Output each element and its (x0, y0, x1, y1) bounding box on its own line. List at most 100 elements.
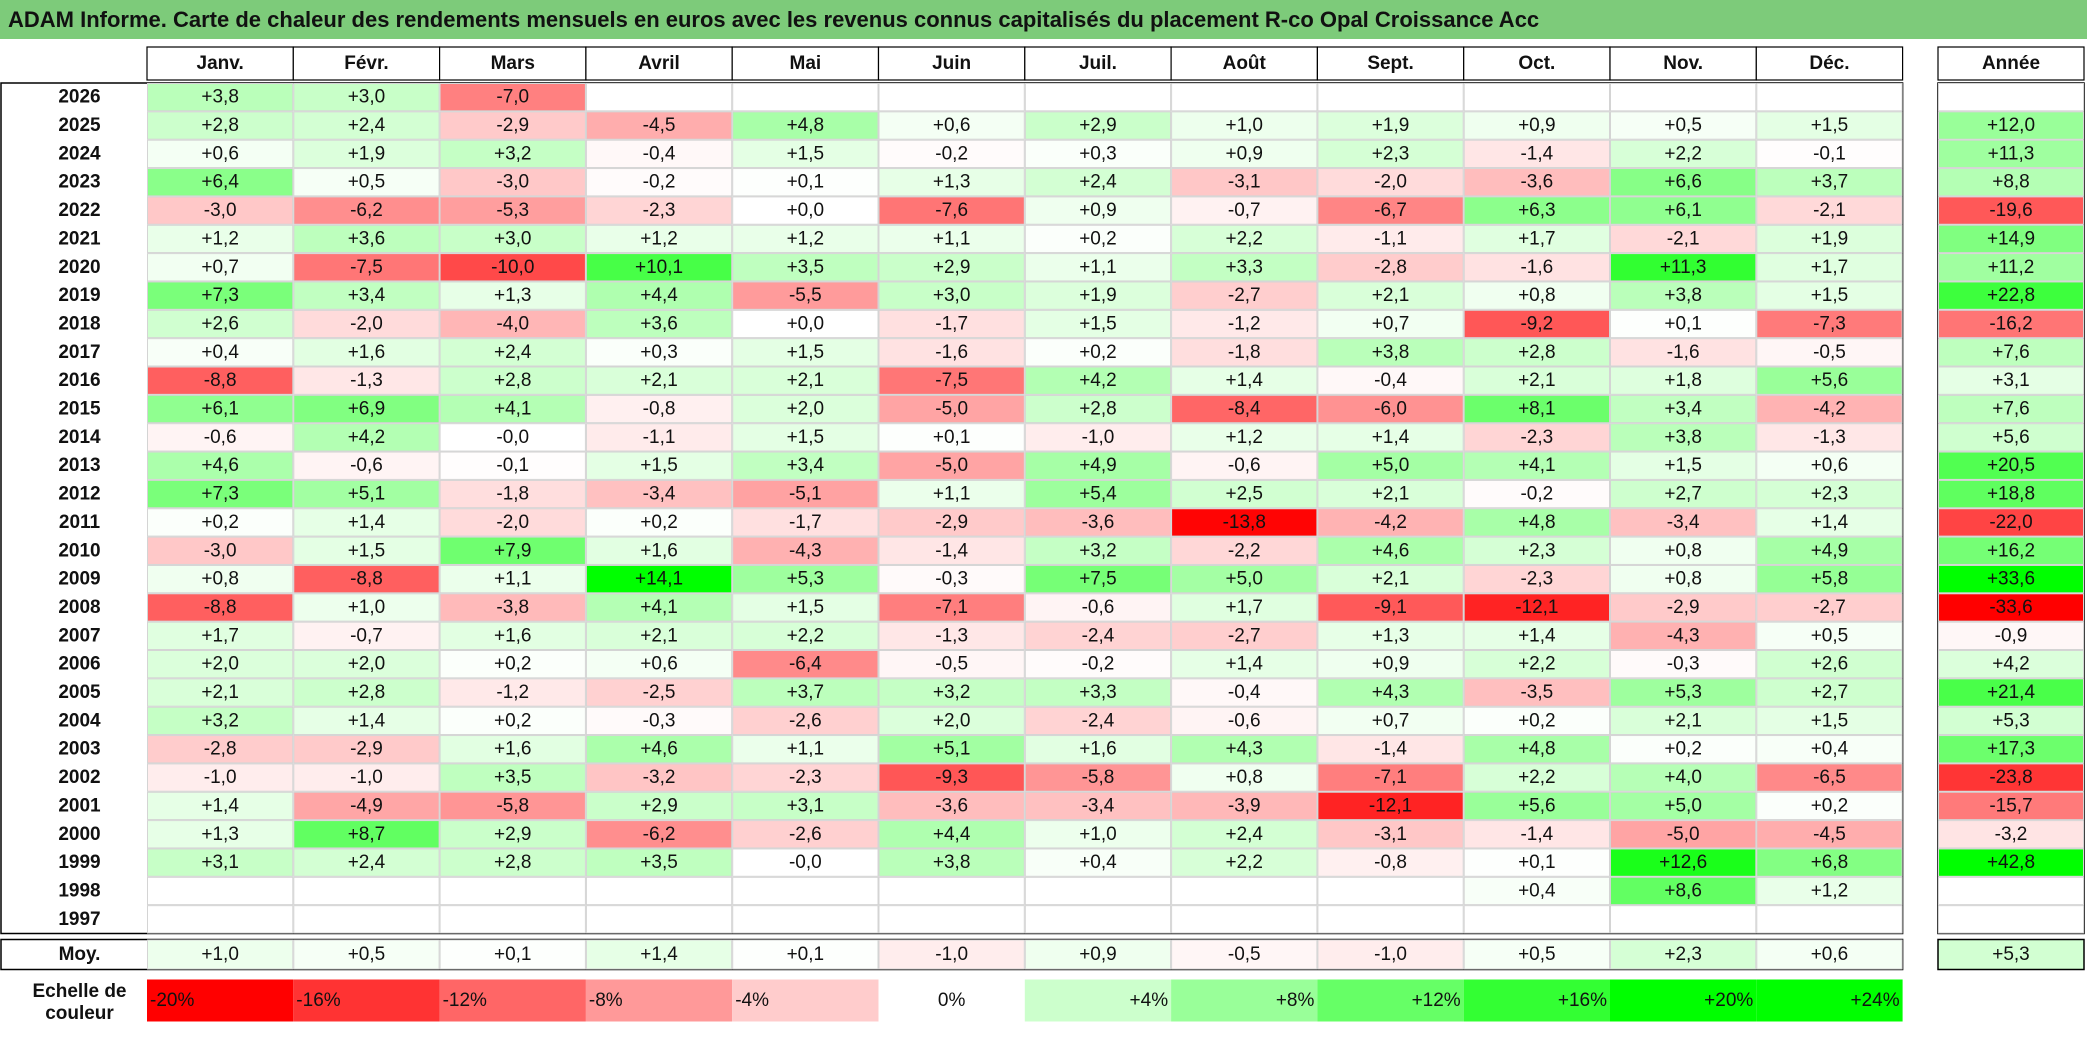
heat-cell (1024, 536, 1172, 565)
average-cell (878, 939, 1025, 970)
heat-cell (1756, 593, 1903, 622)
heat-cell (1756, 451, 1903, 480)
heat-cell-value: +0,9 (1225, 143, 1263, 164)
heat-cell-value: +4,3 (1225, 739, 1263, 760)
heat-cell (1756, 111, 1903, 140)
heat-cell-value: +1,7 (1518, 228, 1556, 249)
average-cell-value: +0,5 (1518, 944, 1556, 965)
heat-cell-value: +2,8 (494, 370, 532, 391)
heat-cell-value: -1,2 (496, 682, 529, 703)
heat-cell (1610, 848, 1757, 877)
heat-cell (732, 820, 879, 849)
heat-cell (1610, 253, 1757, 282)
heat-cell-value: +1,9 (1079, 285, 1117, 306)
heat-cell-value: -2,0 (496, 512, 529, 533)
heat-cell (147, 366, 294, 395)
heat-cell (293, 451, 440, 480)
month-header-cell (877, 46, 1026, 81)
heat-cell (147, 593, 294, 622)
average-cell (585, 939, 733, 970)
average-cell-value: +0,5 (348, 944, 386, 965)
heat-cell (147, 536, 294, 565)
heat-cell-value: +2,1 (1372, 569, 1410, 590)
heat-cell-value: +5,1 (933, 739, 971, 760)
year-label: 2024 (58, 143, 101, 164)
heat-cell-value: +5,8 (1811, 569, 1849, 590)
average-cell-value: +1,0 (201, 944, 239, 965)
heat-cell (439, 650, 586, 679)
heat-cell (1317, 876, 1464, 906)
heat-cell-value: +0,2 (201, 512, 239, 533)
heat-cell (878, 423, 1025, 452)
heat-cell-value: +1,3 (1372, 625, 1410, 646)
heat-cell-value: +0,9 (1372, 654, 1410, 675)
year-label: 2012 (58, 484, 100, 505)
heat-cell (1317, 564, 1464, 594)
annual-cell-value: +16,2 (1987, 540, 2035, 561)
heat-cell (1171, 479, 1318, 509)
heat-cell-value: +0,6 (640, 654, 678, 675)
heat-cell-value: +1,4 (348, 710, 386, 731)
heat-cell (585, 678, 733, 707)
heat-cell (1756, 763, 1903, 792)
heat-cell-value: -1,6 (935, 342, 968, 363)
month-header-cell (1316, 46, 1465, 81)
heat-cell-value: +2,3 (1518, 540, 1556, 561)
annual-cell-value: +7,6 (1992, 399, 2030, 420)
scale-swatch-label: -16% (296, 990, 340, 1011)
heat-cell-value: +1,5 (787, 342, 825, 363)
heat-cell (1317, 83, 1464, 112)
heat-cell (1610, 791, 1757, 821)
table-row: 2007 +1,7 -0,7 +1,6 +2,1 +2,2 -1,3 -2,4 -2,7 +1,3… (58, 621, 2084, 651)
heat-cell-value: +3,5 (787, 257, 825, 278)
heat-cell (878, 111, 1025, 140)
heat-cell (585, 564, 733, 594)
heat-cell-value: +3,8 (933, 852, 971, 873)
heat-cell (1756, 83, 1903, 112)
heat-cell (1024, 621, 1172, 651)
heat-cell-value: +2,1 (1518, 370, 1556, 391)
heat-cell (1024, 820, 1172, 849)
heat-cell (293, 139, 440, 169)
heat-cell-value: -5,0 (935, 399, 968, 420)
heat-cell-value: +0,7 (1372, 313, 1410, 334)
average-cell (1171, 939, 1318, 970)
heat-cell (878, 848, 1025, 877)
heat-cell-value: +0,1 (1664, 313, 1702, 334)
heat-cell (147, 196, 294, 225)
heat-cell (878, 83, 1025, 112)
heat-cell (1171, 905, 1318, 934)
heat-cell (1024, 678, 1172, 707)
heat-cell (1610, 366, 1757, 395)
heat-cell-value: +1,5 (787, 597, 825, 618)
heat-cell (878, 650, 1025, 679)
heat-cell-value: -3,9 (1228, 795, 1261, 816)
heat-cell (878, 168, 1025, 197)
annual-cell (1938, 83, 2084, 112)
heat-cell-value: -3,0 (204, 200, 237, 221)
heat-cell (1024, 650, 1172, 679)
heat-cell (293, 848, 440, 877)
heat-cell (293, 706, 440, 736)
heat-cell (147, 451, 294, 480)
heat-cell-value: +3,4 (1664, 399, 1702, 420)
annual-cell (1938, 281, 2084, 310)
annual-cell (1938, 706, 2084, 736)
heat-cell (1610, 83, 1757, 112)
heat-cell-value: +3,7 (1811, 172, 1849, 193)
heat-cell-value: +2,4 (1225, 824, 1263, 845)
heat-cell-value: -9,2 (1520, 313, 1553, 334)
heat-cell (1317, 196, 1464, 225)
heat-cell (1171, 593, 1318, 622)
heat-cell (1317, 281, 1464, 310)
heat-cell-value: +10,1 (635, 257, 683, 278)
scale-swatch (1610, 979, 1757, 1022)
annual-cell (1938, 650, 2084, 679)
annual-cell-value: -15,7 (1989, 795, 2032, 816)
average-cell (147, 939, 294, 970)
heat-cell-value: +4,6 (201, 455, 239, 476)
heat-cell-value: -4,2 (1374, 512, 1407, 533)
heat-cell (293, 366, 440, 395)
heat-cell (1024, 423, 1172, 452)
heat-cell-value: -1,6 (1667, 342, 1700, 363)
